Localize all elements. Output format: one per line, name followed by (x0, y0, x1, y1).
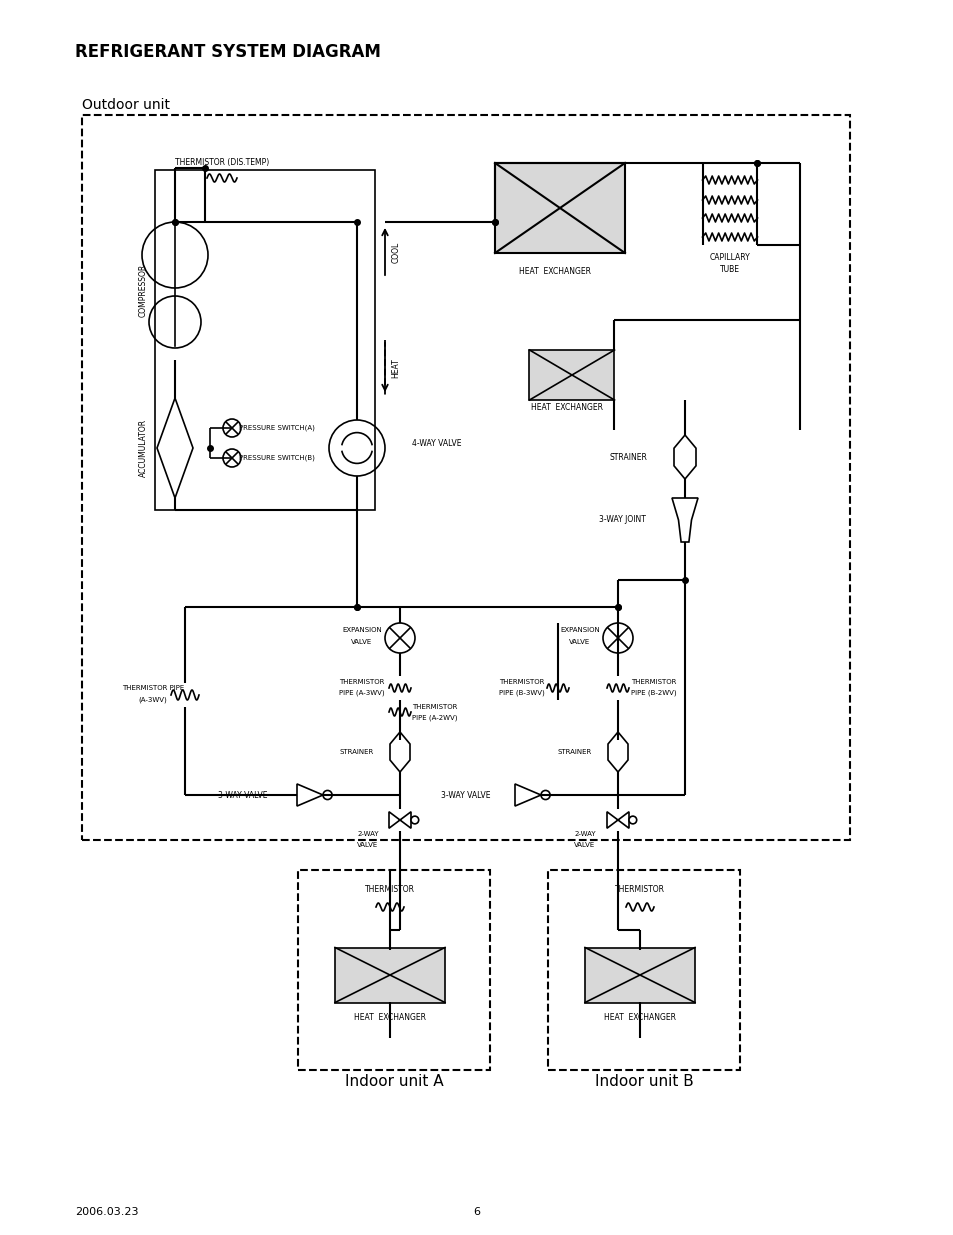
Text: PIPE (A-3WV): PIPE (A-3WV) (339, 690, 384, 697)
Text: 2-WAY: 2-WAY (574, 831, 596, 837)
Text: THERMISTOR PIPE: THERMISTOR PIPE (122, 685, 184, 692)
Text: PRESSURE SWITCH(A): PRESSURE SWITCH(A) (239, 425, 314, 431)
Text: STRAINER: STRAINER (339, 748, 374, 755)
Polygon shape (157, 398, 193, 498)
Text: THERMISTOR: THERMISTOR (615, 885, 664, 894)
Text: THERMISTOR: THERMISTOR (339, 679, 384, 685)
Circle shape (628, 816, 636, 824)
Text: VALVE: VALVE (351, 638, 373, 645)
Text: 2006.03.23: 2006.03.23 (75, 1207, 138, 1216)
Polygon shape (390, 732, 410, 772)
Text: Indoor unit A: Indoor unit A (344, 1074, 443, 1089)
Polygon shape (673, 435, 696, 479)
Text: 3-WAY VALVE: 3-WAY VALVE (218, 790, 268, 799)
Circle shape (142, 222, 208, 288)
Text: TUBE: TUBE (720, 266, 740, 274)
Text: HEAT: HEAT (391, 358, 400, 378)
Text: HEAT  EXCHANGER: HEAT EXCHANGER (354, 1014, 426, 1023)
Text: 2-WAY: 2-WAY (356, 831, 378, 837)
Polygon shape (389, 811, 411, 829)
Text: ACCUMULATOR: ACCUMULATOR (138, 419, 148, 477)
Text: PIPE (A-2WV): PIPE (A-2WV) (412, 715, 457, 721)
Text: THERMISTOR: THERMISTOR (498, 679, 544, 685)
Circle shape (329, 420, 385, 475)
Polygon shape (671, 498, 698, 542)
Text: HEAT  EXCHANGER: HEAT EXCHANGER (531, 404, 602, 412)
Text: PIPE (B-2WV): PIPE (B-2WV) (631, 690, 676, 697)
Text: COOL: COOL (391, 241, 400, 263)
Bar (547, 869, 740, 1070)
Bar (584, 947, 695, 1003)
Text: 6: 6 (473, 1207, 480, 1216)
Text: HEAT  EXCHANGER: HEAT EXCHANGER (518, 268, 590, 277)
Circle shape (540, 790, 550, 799)
Polygon shape (296, 784, 323, 806)
Bar (154, 170, 375, 510)
Polygon shape (607, 732, 627, 772)
Circle shape (411, 816, 418, 824)
Text: THERMISTOR: THERMISTOR (365, 885, 415, 894)
Circle shape (323, 790, 332, 799)
Circle shape (223, 419, 241, 437)
Circle shape (223, 450, 241, 467)
Text: 3-WAY JOINT: 3-WAY JOINT (598, 515, 645, 525)
Bar (82, 115, 849, 840)
Circle shape (602, 622, 633, 653)
Polygon shape (515, 784, 540, 806)
Circle shape (149, 296, 201, 348)
Bar (495, 163, 624, 253)
Bar (297, 869, 490, 1070)
Text: STRAINER: STRAINER (558, 748, 592, 755)
Text: Outdoor unit: Outdoor unit (82, 98, 170, 112)
Bar (335, 947, 444, 1003)
Text: 3-WAY VALVE: 3-WAY VALVE (441, 790, 490, 799)
Text: VALVE: VALVE (569, 638, 590, 645)
Text: (A-3WV): (A-3WV) (138, 697, 167, 703)
Text: COMPRESSOR: COMPRESSOR (138, 263, 148, 316)
Text: THERMISTOR (DIS.TEMP): THERMISTOR (DIS.TEMP) (174, 158, 269, 167)
Text: 4-WAY VALVE: 4-WAY VALVE (412, 438, 461, 447)
Circle shape (385, 622, 415, 653)
Text: STRAINER: STRAINER (608, 452, 646, 462)
Text: PRESSURE SWITCH(B): PRESSURE SWITCH(B) (239, 454, 314, 461)
Text: EXPANSION: EXPANSION (342, 627, 381, 634)
Bar (529, 350, 614, 400)
Text: HEAT  EXCHANGER: HEAT EXCHANGER (603, 1014, 676, 1023)
Text: PIPE (B-3WV): PIPE (B-3WV) (498, 690, 544, 697)
Text: REFRIGERANT SYSTEM DIAGRAM: REFRIGERANT SYSTEM DIAGRAM (75, 43, 380, 61)
Text: CAPILLARY: CAPILLARY (709, 253, 750, 263)
Polygon shape (606, 811, 628, 829)
Text: EXPANSION: EXPANSION (559, 627, 599, 634)
Text: THERMISTOR: THERMISTOR (412, 704, 457, 710)
Text: VALVE: VALVE (574, 842, 595, 848)
Text: Indoor unit B: Indoor unit B (594, 1074, 693, 1089)
Text: THERMISTOR: THERMISTOR (631, 679, 676, 685)
Text: VALVE: VALVE (357, 842, 378, 848)
